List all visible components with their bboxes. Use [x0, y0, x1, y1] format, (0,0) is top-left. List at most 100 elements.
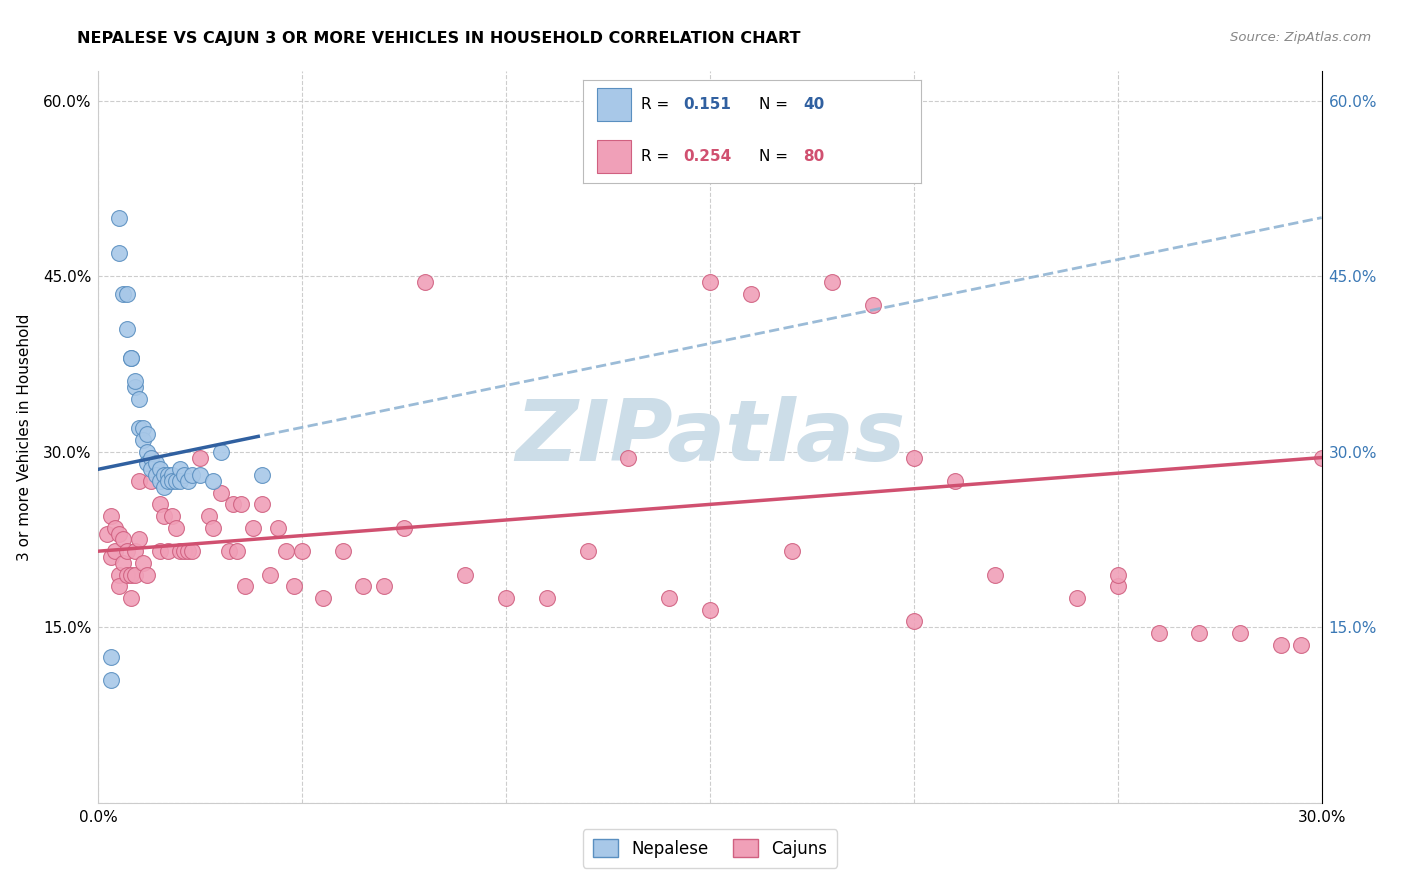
Point	[201, 521, 224, 535]
Text: N =: N =	[759, 97, 793, 112]
Point	[108, 211, 131, 225]
Point	[495, 591, 517, 605]
Point	[120, 567, 142, 582]
Point	[115, 322, 138, 336]
Point	[111, 286, 134, 301]
Point	[160, 474, 183, 488]
Point	[1066, 591, 1088, 605]
Point	[352, 579, 374, 593]
Point	[132, 433, 155, 447]
Point	[984, 567, 1007, 582]
Point	[124, 375, 146, 389]
Point	[943, 474, 966, 488]
Point	[141, 450, 163, 465]
Point	[267, 521, 290, 535]
Point	[108, 567, 131, 582]
Text: R =: R =	[641, 149, 673, 164]
Point	[156, 544, 179, 558]
Point	[149, 544, 172, 558]
Point	[141, 462, 163, 476]
Text: Source: ZipAtlas.com: Source: ZipAtlas.com	[1230, 31, 1371, 45]
Point	[413, 275, 436, 289]
Point	[115, 567, 138, 582]
Point	[1291, 638, 1313, 652]
Point	[141, 474, 163, 488]
Point	[169, 544, 191, 558]
Point	[100, 649, 122, 664]
Point	[197, 509, 219, 524]
Point	[821, 275, 844, 289]
Point	[173, 468, 195, 483]
Point	[903, 450, 925, 465]
Text: NEPALESE VS CAJUN 3 OR MORE VEHICLES IN HOUSEHOLD CORRELATION CHART: NEPALESE VS CAJUN 3 OR MORE VEHICLES IN …	[77, 31, 801, 46]
Point	[152, 468, 174, 483]
Point	[169, 474, 191, 488]
Point	[283, 579, 305, 593]
Point	[173, 544, 195, 558]
Point	[181, 468, 204, 483]
Point	[149, 474, 172, 488]
Point	[108, 245, 131, 260]
Point	[1229, 626, 1251, 640]
Point	[658, 591, 681, 605]
Point	[120, 591, 142, 605]
Point	[111, 533, 134, 547]
Point	[165, 521, 187, 535]
Point	[149, 497, 172, 511]
Point	[156, 468, 179, 483]
Point	[124, 380, 146, 394]
Point	[536, 591, 558, 605]
Point	[231, 497, 253, 511]
Point	[740, 286, 762, 301]
Point	[699, 275, 721, 289]
Point	[152, 480, 174, 494]
Point	[104, 544, 127, 558]
Point	[124, 567, 146, 582]
Point	[250, 497, 273, 511]
Point	[108, 526, 131, 541]
Point	[454, 567, 477, 582]
Point	[104, 521, 127, 535]
Point	[373, 579, 395, 593]
Point	[160, 509, 183, 524]
Point	[165, 474, 187, 488]
Point	[132, 421, 155, 435]
Point	[145, 468, 167, 483]
Point	[124, 544, 146, 558]
Point	[250, 468, 273, 483]
Point	[132, 556, 155, 570]
Point	[128, 474, 150, 488]
Point	[181, 544, 204, 558]
Point	[1107, 579, 1129, 593]
Point	[699, 603, 721, 617]
Point	[120, 351, 142, 365]
FancyBboxPatch shape	[598, 88, 631, 121]
Point	[136, 427, 159, 442]
Point	[1188, 626, 1211, 640]
Point	[136, 567, 159, 582]
Point	[222, 497, 245, 511]
Point	[291, 544, 314, 558]
Point	[149, 462, 172, 476]
Point	[312, 591, 335, 605]
Point	[177, 544, 200, 558]
Point	[100, 509, 122, 524]
Point	[1310, 450, 1333, 465]
Point	[128, 392, 150, 406]
Y-axis label: 3 or more Vehicles in Household: 3 or more Vehicles in Household	[17, 313, 32, 561]
Point	[209, 485, 232, 500]
Point	[160, 468, 183, 483]
Point	[141, 450, 163, 465]
Point	[100, 673, 122, 687]
Point	[1107, 567, 1129, 582]
Point	[128, 421, 150, 435]
Legend: Nepalese, Cajuns: Nepalese, Cajuns	[582, 830, 838, 868]
Point	[136, 444, 159, 458]
Point	[274, 544, 297, 558]
Point	[1147, 626, 1170, 640]
Point	[233, 579, 256, 593]
Text: N =: N =	[759, 149, 793, 164]
Point	[617, 450, 640, 465]
Point	[128, 533, 150, 547]
Point	[1270, 638, 1292, 652]
